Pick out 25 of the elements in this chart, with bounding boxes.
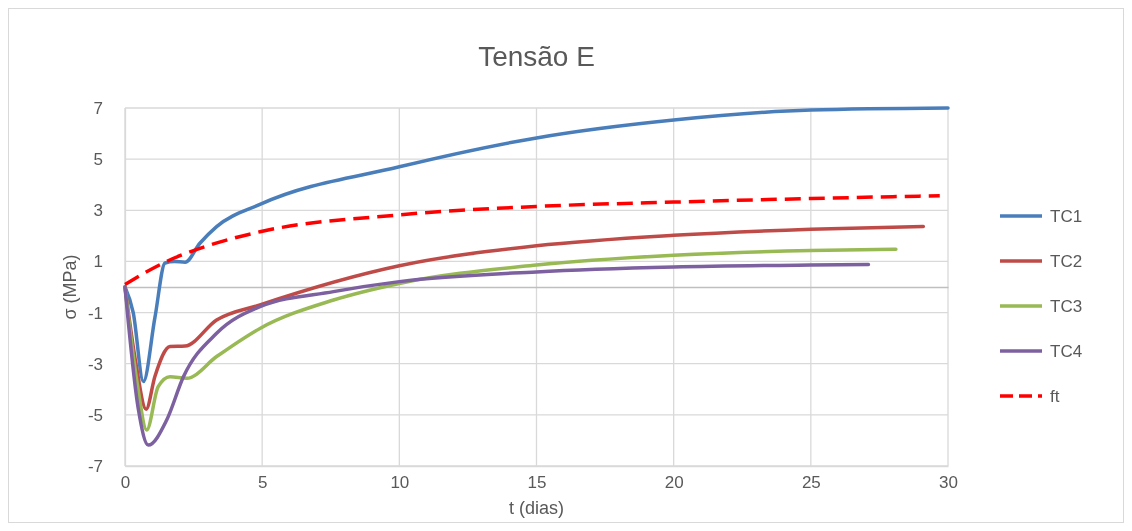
- x-tick-label: 15: [527, 473, 547, 493]
- y-tick-label: 3: [93, 201, 103, 221]
- x-tick-label: 0: [120, 473, 131, 493]
- x-tick-label: 5: [257, 473, 268, 493]
- y-tick-label: -1: [87, 303, 103, 323]
- chart-title: Tensão E: [478, 41, 595, 72]
- y-tick-label: 5: [93, 150, 103, 170]
- x-tick-label: 30: [939, 473, 958, 493]
- legend-label: TC4: [1050, 342, 1083, 361]
- line-series: [123, 262, 871, 447]
- y-axis-title: σ (MPa): [60, 254, 80, 320]
- y-tick-label: -7: [87, 456, 103, 476]
- y-tick-label: -3: [87, 354, 103, 374]
- legend-label: TC2: [1050, 252, 1083, 271]
- x-tick-label: 25: [801, 473, 821, 493]
- y-tick-label: -5: [87, 405, 103, 425]
- y-tick-label: 7: [93, 98, 103, 118]
- x-tick-label: 10: [390, 473, 410, 493]
- legend-label: TC3: [1050, 297, 1083, 316]
- legend-label: ft: [1050, 387, 1060, 406]
- y-tick-label: 1: [93, 252, 103, 272]
- line-series: [123, 193, 942, 287]
- x-axis-title: t (dias): [508, 498, 565, 518]
- legend-label: TC1: [1050, 207, 1083, 226]
- x-tick-label: 20: [664, 473, 684, 493]
